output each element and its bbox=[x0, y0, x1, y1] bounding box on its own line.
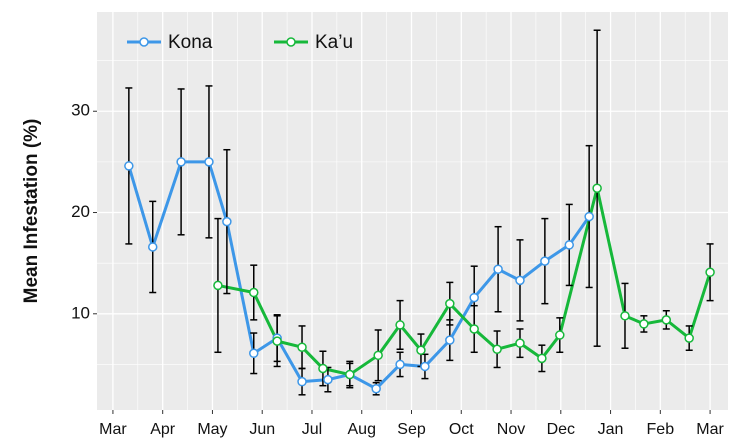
point bbox=[345, 369, 355, 380]
point bbox=[555, 330, 565, 340]
y-tick-label: 20 bbox=[71, 202, 90, 221]
point bbox=[420, 361, 430, 372]
point bbox=[445, 298, 455, 309]
y-tick-label: 10 bbox=[71, 303, 90, 322]
point bbox=[639, 319, 649, 329]
y-tick-label: 30 bbox=[71, 101, 90, 120]
point bbox=[249, 287, 259, 298]
point bbox=[620, 311, 630, 321]
x-tick-label: Jul bbox=[302, 421, 322, 438]
x-tick-label: Oct bbox=[449, 421, 474, 438]
x-tick-label: Apr bbox=[150, 421, 176, 438]
point bbox=[684, 333, 694, 343]
plot-background bbox=[97, 12, 728, 410]
point bbox=[124, 161, 134, 171]
point bbox=[564, 240, 575, 250]
point bbox=[373, 350, 383, 361]
point bbox=[584, 211, 594, 222]
point bbox=[493, 264, 503, 274]
x-tick-label: Feb bbox=[647, 421, 675, 438]
point bbox=[515, 338, 525, 348]
point bbox=[213, 280, 223, 291]
x-tick-label: Mar bbox=[99, 421, 127, 438]
point bbox=[540, 256, 550, 266]
point bbox=[445, 335, 455, 345]
point bbox=[204, 157, 214, 167]
x-tick-label: Nov bbox=[497, 421, 525, 438]
x-tick-label: Jan bbox=[598, 421, 624, 438]
x-tick-label: Jun bbox=[249, 421, 275, 438]
x-tick-label: Dec bbox=[547, 421, 575, 438]
point bbox=[323, 374, 333, 385]
point bbox=[592, 183, 602, 193]
point bbox=[661, 315, 672, 325]
x-tick-label: Sep bbox=[397, 421, 426, 438]
point bbox=[515, 275, 525, 286]
x-tick-label: Mar bbox=[696, 421, 724, 438]
point bbox=[469, 292, 479, 303]
point bbox=[222, 216, 232, 227]
point bbox=[371, 383, 381, 394]
point bbox=[176, 157, 186, 167]
point bbox=[537, 353, 547, 364]
point bbox=[249, 348, 259, 359]
y-axis-title: Mean Infestation (%) bbox=[21, 119, 42, 304]
point bbox=[395, 320, 405, 330]
x-tick-label: May bbox=[197, 421, 227, 438]
legend-label: Ka’u bbox=[315, 32, 353, 53]
legend-point bbox=[286, 37, 296, 47]
point bbox=[147, 242, 158, 252]
legend-point bbox=[139, 37, 149, 47]
point bbox=[705, 267, 715, 278]
point bbox=[492, 344, 502, 354]
point bbox=[272, 336, 282, 346]
legend-label: Kona bbox=[168, 32, 213, 53]
point bbox=[416, 345, 426, 355]
point bbox=[297, 376, 307, 387]
point bbox=[395, 359, 405, 370]
point bbox=[318, 363, 328, 374]
x-tick-label: Aug bbox=[348, 421, 376, 438]
point bbox=[297, 342, 307, 352]
point bbox=[469, 324, 479, 334]
